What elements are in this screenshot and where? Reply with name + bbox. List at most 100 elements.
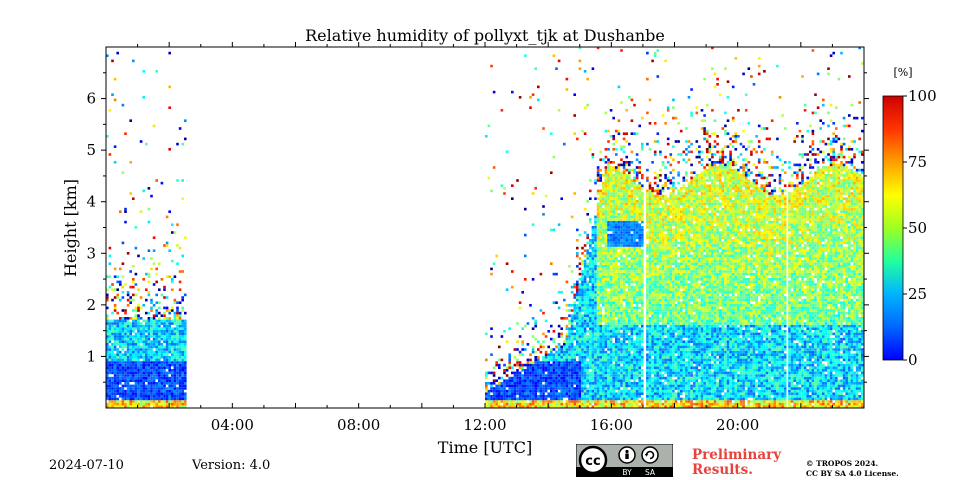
heat-cell — [142, 384, 145, 388]
heat-cell — [656, 207, 660, 211]
heat-cell — [576, 343, 579, 346]
heat-cell — [573, 332, 576, 336]
heat-cell — [666, 298, 670, 302]
heat-cell — [602, 382, 605, 385]
heat-cell — [565, 374, 569, 377]
heat-cell — [609, 366, 613, 369]
heat-cell — [578, 324, 582, 328]
heat-cell — [607, 327, 610, 330]
heat-cell — [615, 335, 618, 338]
heat-cell — [576, 337, 579, 341]
heat-cell — [573, 387, 576, 390]
heat-cell — [604, 202, 608, 206]
heat-cell — [518, 400, 522, 403]
heat-cell — [638, 353, 641, 356]
heat-cell — [116, 324, 119, 328]
heat-cell — [599, 358, 602, 362]
heat-cell — [111, 405, 114, 408]
heat-cell — [555, 350, 558, 354]
heat-cell — [661, 197, 665, 200]
heat-cell — [560, 384, 563, 388]
heat-cell — [581, 402, 584, 406]
heat-cell — [620, 392, 623, 395]
heat-cell — [526, 387, 530, 390]
heat-cell — [557, 324, 561, 328]
heat-cell — [609, 236, 613, 239]
heat-cell — [638, 291, 641, 294]
heat-cell — [604, 374, 608, 377]
heat-cell — [498, 400, 501, 403]
heat-cell — [537, 376, 540, 380]
heat-cell — [578, 262, 582, 265]
heat-cell — [625, 345, 628, 349]
heat-cell — [155, 309, 158, 312]
heat-cell — [646, 257, 649, 260]
heat-cell — [656, 384, 660, 388]
heat-cell — [664, 210, 667, 213]
heat-cell — [106, 369, 109, 372]
heat-cell — [653, 389, 657, 393]
heat-cell — [534, 376, 537, 380]
heat-cell — [635, 202, 639, 206]
heat-cell — [576, 371, 579, 375]
heat-cell — [589, 270, 592, 273]
heat-cell — [599, 174, 602, 177]
heat-cell — [578, 278, 582, 281]
heat-cell — [653, 202, 657, 206]
heat-cell — [635, 298, 639, 302]
heat-cell — [633, 272, 636, 276]
heat-cell — [646, 293, 649, 297]
heat-cell — [615, 231, 618, 234]
heat-cell — [594, 267, 597, 271]
heat-cell — [641, 340, 644, 343]
heat-cell — [635, 244, 639, 247]
heat-cell — [661, 254, 665, 258]
heat-cell — [596, 376, 600, 380]
heat-cell — [596, 231, 600, 234]
heat-cell — [129, 119, 132, 122]
heat-cell — [617, 244, 621, 247]
heat-cell — [666, 309, 670, 312]
heat-cell — [116, 51, 119, 55]
heat-cell — [638, 330, 641, 333]
heat-cell — [617, 163, 621, 167]
heat-cell — [661, 278, 665, 281]
heat-cell — [550, 132, 553, 135]
heat-cell — [591, 327, 595, 330]
heat-cell — [635, 319, 639, 323]
heat-cell — [124, 369, 127, 372]
heat-cell — [181, 382, 184, 385]
heat-cell — [591, 254, 595, 258]
heat-cell — [646, 205, 649, 208]
heat-cell — [147, 397, 151, 401]
heat-cell — [560, 353, 563, 356]
heat-cell — [137, 348, 140, 351]
heat-cell — [664, 228, 667, 232]
heat-cell — [121, 262, 125, 265]
heat-cell — [142, 356, 145, 359]
heat-cell — [661, 327, 665, 330]
heat-cell — [129, 270, 132, 273]
heat-cell — [609, 317, 613, 320]
heat-cell — [656, 324, 660, 328]
heat-cell — [661, 267, 665, 271]
heat-cell — [547, 371, 550, 375]
heat-cell — [591, 280, 595, 284]
heat-cell — [563, 348, 566, 351]
heat-cell — [581, 389, 584, 393]
heat-cell — [651, 400, 654, 403]
heat-cell — [581, 317, 584, 320]
heat-cell — [666, 288, 670, 291]
heat-cell — [666, 392, 670, 395]
heat-cell — [591, 343, 595, 346]
heat-cell — [617, 301, 621, 304]
heat-cell — [583, 379, 587, 382]
heat-cell — [500, 387, 504, 390]
heat-cell — [661, 314, 665, 317]
heat-cell — [487, 397, 491, 401]
heat-cell — [165, 348, 169, 351]
heat-cell — [635, 278, 639, 281]
heat-cell — [656, 49, 660, 52]
heat-cell — [526, 392, 530, 395]
heat-cell — [586, 103, 589, 107]
